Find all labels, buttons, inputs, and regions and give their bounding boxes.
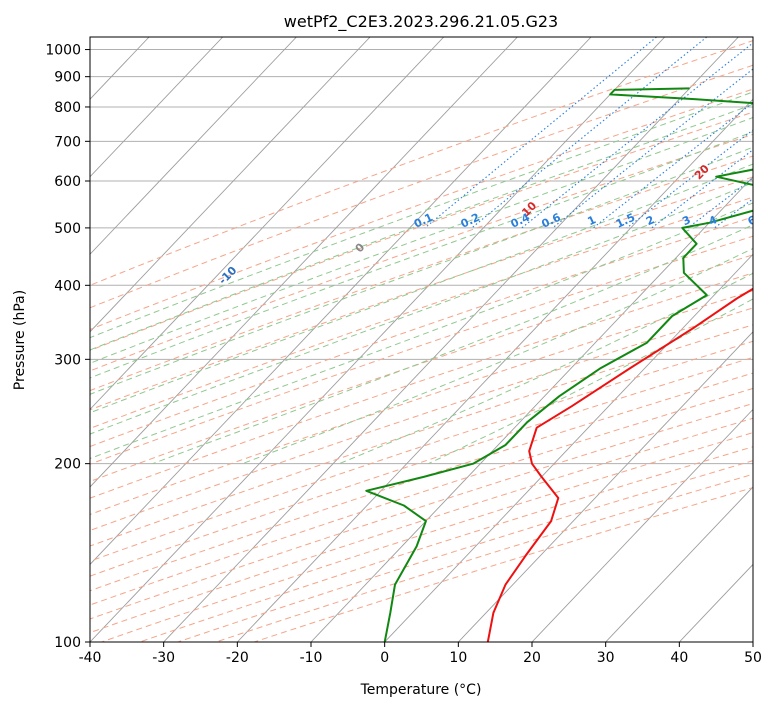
isotherm--30 bbox=[163, 37, 739, 642]
dry-adiabat bbox=[90, 387, 753, 606]
moist-adiabat bbox=[90, 116, 753, 364]
isotherm-0 bbox=[384, 253, 753, 642]
profile-series bbox=[365, 87, 753, 642]
pressure-gridlines bbox=[90, 49, 753, 642]
moist-adiabat bbox=[90, 163, 753, 414]
moist-adiabat bbox=[90, 146, 753, 395]
dry-adiabat bbox=[90, 402, 753, 620]
dry-adiabat bbox=[90, 235, 753, 465]
moist-adiabat bbox=[90, 91, 753, 339]
x-tick-label: -40 bbox=[79, 650, 102, 666]
axis-ticks: -40 -30 -20 -10 0 10 20 30 40 50 100 200 300 400 500 60… bbox=[45, 43, 762, 666]
moist-adiabat bbox=[152, 224, 753, 465]
mixing-ratio-lines bbox=[424, 37, 753, 229]
isotherm--100 bbox=[90, 37, 224, 178]
mixing-ratio-line bbox=[626, 129, 753, 229]
plot-frame bbox=[89, 36, 754, 643]
y-tick-label: 200 bbox=[54, 457, 81, 473]
moist-adiabat bbox=[90, 131, 753, 379]
isotherm-30 bbox=[605, 486, 753, 642]
isotherm-lines bbox=[90, 37, 753, 642]
y-tick-label: 1000 bbox=[45, 43, 81, 59]
x-tick-label: 40 bbox=[670, 650, 688, 666]
dewpoint-profile-line bbox=[365, 87, 753, 642]
moist-adiabat-lines bbox=[90, 91, 753, 465]
dry-adiabat-lines bbox=[90, 40, 753, 642]
dry-adiabat bbox=[90, 417, 753, 634]
dry-adiabat bbox=[90, 254, 753, 482]
isotherm-20 bbox=[531, 408, 753, 642]
dry-adiabat bbox=[90, 176, 753, 411]
dry-adiabat bbox=[90, 155, 753, 392]
isotherm--40 bbox=[90, 37, 666, 642]
x-tick-label: 20 bbox=[523, 650, 541, 666]
y-tick-label: 800 bbox=[54, 100, 81, 116]
mixing-ratio-line bbox=[471, 37, 708, 229]
dry-adiabat bbox=[90, 111, 753, 352]
dry-adiabat bbox=[90, 88, 753, 331]
y-tick-label: 100 bbox=[54, 635, 81, 651]
isotherm--50 bbox=[90, 37, 592, 566]
y-tick-label: 600 bbox=[54, 174, 81, 190]
dry-adiabat bbox=[90, 133, 753, 372]
dry-adiabat bbox=[90, 324, 753, 547]
y-axis-label: Pressure (hPa) bbox=[12, 290, 28, 390]
temperature-profile-line bbox=[486, 287, 753, 642]
isotherm--60 bbox=[90, 37, 518, 488]
moist-adiabat bbox=[90, 181, 753, 435]
isotherm--70 bbox=[90, 37, 445, 411]
y-tick-label: 900 bbox=[54, 70, 81, 86]
x-tick-label: 10 bbox=[449, 650, 467, 666]
mixing-ratio-label: 6 bbox=[746, 213, 759, 228]
dry-adiabat bbox=[90, 64, 753, 309]
x-tick-label: -10 bbox=[300, 650, 323, 666]
dry-adiabat bbox=[90, 40, 753, 286]
dry-adiabat bbox=[90, 216, 753, 448]
x-tick-label: -30 bbox=[152, 650, 175, 666]
dry-adiabat bbox=[90, 356, 753, 577]
dry-adiabat bbox=[90, 272, 753, 499]
dry-adiabat bbox=[90, 290, 753, 516]
dry-adiabat bbox=[101, 432, 753, 642]
isotherm--20 bbox=[237, 98, 753, 642]
chart-title: wetPf2_C2E3.2023.296.21.05.G23 bbox=[284, 12, 558, 32]
dry-adiabat bbox=[90, 196, 753, 429]
isotherm--80 bbox=[90, 37, 371, 333]
isotherm--90 bbox=[90, 37, 297, 255]
dry-adiabat bbox=[90, 307, 753, 532]
isotherm-10 bbox=[458, 331, 753, 642]
plot-area: 0.10.20.40.611.52346810131620253036-100-… bbox=[90, 37, 759, 642]
mixing-ratio-line bbox=[552, 68, 753, 229]
moist-adiabat bbox=[90, 103, 753, 351]
x-tick-label: -20 bbox=[226, 650, 249, 666]
dry-adiabat bbox=[90, 340, 753, 562]
moist-adiabat bbox=[90, 202, 753, 460]
x-tick-label: 50 bbox=[744, 650, 762, 666]
y-tick-label: 700 bbox=[54, 134, 81, 150]
mixing-ratio-line bbox=[521, 42, 753, 229]
x-tick-label: 0 bbox=[380, 650, 389, 666]
dry-adiabat bbox=[90, 372, 753, 592]
x-tick-label: 30 bbox=[597, 650, 615, 666]
x-axis-label: Temperature (°C) bbox=[360, 682, 482, 698]
y-tick-label: 400 bbox=[54, 278, 81, 294]
y-tick-label: 300 bbox=[54, 352, 81, 368]
y-tick-label: 500 bbox=[54, 221, 81, 237]
